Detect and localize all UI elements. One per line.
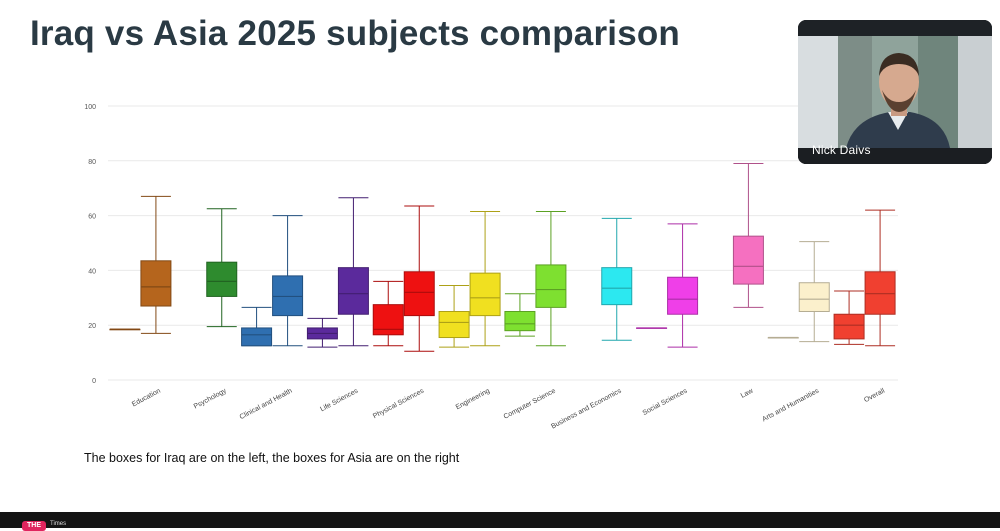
x-tick-label-life-sciences: Life Sciences xyxy=(319,387,359,413)
x-tick-label-clinical-and-health: Clinical and Health xyxy=(239,388,294,422)
box-iraq-physical-sciences xyxy=(372,304,404,336)
box-iraq-computer-science xyxy=(504,311,536,332)
x-tick-label-law: Law xyxy=(740,387,755,400)
box-asia-education xyxy=(140,260,172,307)
x-tick-label-social-sciences: Social Sciences xyxy=(642,387,689,417)
y-tick-label-20: 20 xyxy=(88,323,96,330)
box-asia-social-sciences xyxy=(667,276,699,315)
presenter-name: Nick Daivs xyxy=(812,143,871,157)
x-tick-label-arts-and-humanities: Arts and Humanities xyxy=(761,387,820,423)
y-tick-label-0: 0 xyxy=(92,378,96,385)
the-logo-badge[interactable]: THE xyxy=(22,521,46,531)
box-iraq-overall xyxy=(833,313,865,340)
x-tick-label-physical-sciences: Physical Sciences xyxy=(372,387,426,420)
slide-title: Iraq vs Asia 2025 subjects comparison xyxy=(30,14,681,53)
box-asia-arts-and-humanities xyxy=(798,282,830,312)
box-asia-physical-sciences xyxy=(403,271,435,317)
y-tick-label-60: 60 xyxy=(88,214,96,221)
box-iraq-engineering xyxy=(438,311,470,339)
y-tick-label-100: 100 xyxy=(84,104,96,111)
x-tick-label-business-and-economics: Business and Economics xyxy=(550,387,623,430)
x-tick-label-education: Education xyxy=(131,388,162,409)
box-plot-chart: 0 20 40 60 80 100 Education Psychology Clinical … xyxy=(84,104,898,430)
box-asia-business-and-economics xyxy=(601,267,633,306)
presenter-video-image xyxy=(798,20,992,164)
webcam-video-tile[interactable]: Nick Daivs xyxy=(798,20,992,164)
box-asia-engineering xyxy=(469,272,501,317)
x-tick-label-computer-science: Computer Science xyxy=(503,388,557,421)
chart-caption: The boxes for Iraq are on the left, the … xyxy=(84,451,460,465)
x-tick-label-overall: Overall xyxy=(863,387,886,404)
box-asia-psychology xyxy=(206,261,238,297)
box-asia-life-sciences xyxy=(337,267,369,315)
bottom-bar: THE Times xyxy=(0,512,1000,531)
x-tick-label-psychology: Psychology xyxy=(193,387,228,410)
box-asia-clinical-and-health xyxy=(272,275,304,317)
box-iraq-clinical-and-health xyxy=(241,327,273,347)
box-asia-law xyxy=(732,235,764,285)
box-asia-computer-science xyxy=(535,264,567,308)
x-tick-label-engineering: Engineering xyxy=(455,388,491,412)
y-tick-label-80: 80 xyxy=(88,159,96,166)
bottom-bar-label: Times xyxy=(50,521,67,527)
box-asia-overall xyxy=(864,271,896,315)
y-tick-label-40: 40 xyxy=(88,268,96,275)
